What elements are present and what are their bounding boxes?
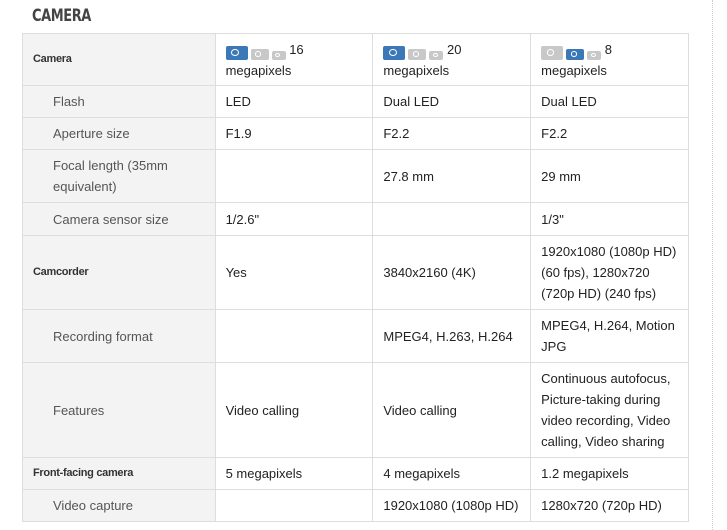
value-text: 20 megapixels <box>383 41 462 78</box>
value-text: F2.2 <box>541 126 568 141</box>
value-text: Continuous autofocus, Picture-taking dur… <box>541 371 671 449</box>
row-label: Front-facing camera <box>22 457 216 490</box>
row-label: Aperture size <box>22 117 216 150</box>
camera-icon <box>383 45 406 60</box>
row-label: Features <box>22 362 216 458</box>
table-row: Camera 16 megapixels 20 megapixels 8 meg… <box>22 33 689 86</box>
spec-value: 20 megapixels <box>372 33 532 86</box>
camera-icon <box>250 48 269 60</box>
spec-value: 1.2 megapixels <box>530 457 689 490</box>
value-text: Video calling <box>225 402 300 418</box>
spec-value: Dual LED <box>372 85 532 118</box>
value-text: MPEG4, H.263, H.264 <box>383 328 513 344</box>
value-text: 1920x1080 (1080p HD) <box>383 498 519 513</box>
row-label: Video capture <box>22 489 216 522</box>
spec-value: 1280x720 (720p HD) <box>530 489 689 522</box>
table-row: Video capture 1920x1080 (1080p HD) 1280x72… <box>22 489 689 522</box>
value-text: F2.2 <box>383 126 410 141</box>
table-row: Camera sensor size 1/2.6" 1/3" <box>22 202 689 236</box>
value-text: F1.9 <box>225 126 252 141</box>
camera-icon <box>429 50 444 60</box>
value-text: 16 megapixels <box>225 41 304 78</box>
spec-value: Video calling <box>372 362 532 458</box>
spec-value: Yes <box>214 235 374 310</box>
section-title: CAMERA <box>32 6 91 26</box>
camera-icon <box>541 45 564 60</box>
spec-value: 3840x2160 (4K) <box>372 235 532 310</box>
value-text: 1.2 megapixels <box>541 466 629 481</box>
divider <box>712 0 713 530</box>
table-row: Features Video calling Video calling Contin… <box>22 362 689 458</box>
row-label: Focal length (35mm equivalent) <box>22 149 216 203</box>
table-row: Aperture size F1.9 F2.2 F2.2 <box>22 117 689 150</box>
row-label: Camera sensor size <box>22 202 216 236</box>
spec-value: MPEG4, H.263, H.264 <box>372 309 532 363</box>
spec-value <box>214 489 374 522</box>
value-text: MPEG4, H.264, Motion JPG <box>541 318 675 354</box>
spec-value: 4 megapixels <box>372 457 532 490</box>
value-text: 3840x2160 (4K) <box>383 265 476 280</box>
camera-icon <box>566 48 585 60</box>
value-text: 1280x720 (720p HD) <box>541 498 662 513</box>
row-label: Flash <box>22 85 216 118</box>
spec-value: F1.9 <box>214 117 374 150</box>
spec-value <box>214 149 374 203</box>
table-row: Camcorder Yes 3840x2160 (4K) 1920x1080 (108… <box>22 235 689 310</box>
table-row: Front-facing camera 5 megapixels 4 megapix… <box>22 457 689 490</box>
spec-value: 5 megapixels <box>214 457 374 490</box>
value-text: 5 megapixels <box>225 466 303 481</box>
camera-icon <box>225 45 248 60</box>
table-row: Flash LED Dual LED Dual LED <box>22 85 689 118</box>
camera-rating-icons <box>225 45 286 60</box>
spec-value: 16 megapixels <box>214 33 374 86</box>
table-row: Focal length (35mm equivalent) 27.8 mm 29 … <box>22 149 689 203</box>
spec-value: Continuous autofocus, Picture-taking dur… <box>530 362 689 458</box>
spec-value: 1920x1080 (1080p HD) <box>372 489 532 522</box>
spec-value: MPEG4, H.264, Motion JPG <box>530 309 689 363</box>
spec-value: 29 mm <box>530 149 689 203</box>
spec-value <box>214 309 374 363</box>
spec-value: LED <box>214 85 374 118</box>
spec-value: 1/3" <box>530 202 689 236</box>
camera-rating-icons <box>383 45 444 60</box>
value-text: 1920x1080 (1080p HD) (60 fps), 1280x720 … <box>541 244 677 301</box>
row-label: Camera <box>22 33 216 86</box>
value-text: Video calling <box>383 402 457 418</box>
value-text: Dual LED <box>383 94 439 109</box>
spec-value: F2.2 <box>530 117 689 150</box>
row-label: Camcorder <box>22 235 216 310</box>
value-text: 1/2.6" <box>225 211 260 227</box>
value-text: 29 mm <box>541 168 581 184</box>
camera-icon <box>408 48 427 60</box>
spec-value: 27.8 mm <box>372 149 532 203</box>
spec-value: 1920x1080 (1080p HD) (60 fps), 1280x720 … <box>530 235 689 310</box>
spec-value: 8 megapixels <box>530 33 689 86</box>
camera-spec-table: Camera 16 megapixels 20 megapixels 8 meg… <box>22 33 689 522</box>
spec-value <box>372 202 532 236</box>
spec-value: F2.2 <box>372 117 532 150</box>
spec-value: Video calling <box>214 362 374 458</box>
value-text: Dual LED <box>541 94 597 109</box>
camera-icon <box>587 50 602 60</box>
spec-value: Dual LED <box>530 85 689 118</box>
value-text: 8 megapixels <box>541 41 613 78</box>
value-text: LED <box>225 94 251 109</box>
spec-value: 1/2.6" <box>214 202 374 236</box>
row-label: Recording format <box>22 309 216 363</box>
table-row: Recording format MPEG4, H.263, H.264 MPEG4… <box>22 309 689 363</box>
value-text: 27.8 mm <box>383 168 434 184</box>
camera-icon <box>271 50 286 60</box>
camera-rating-icons <box>541 45 602 60</box>
value-text: 1/3" <box>541 211 564 227</box>
value-text: 4 megapixels <box>383 466 460 481</box>
value-text: Yes <box>225 265 247 280</box>
